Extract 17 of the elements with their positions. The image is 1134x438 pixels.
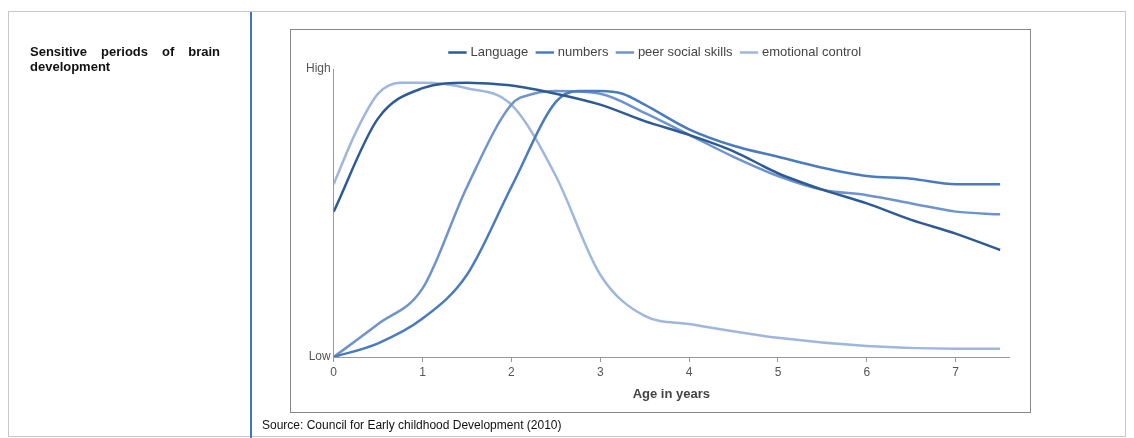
x-tick-label: 4 <box>685 364 693 379</box>
x-axis-title: Age in years <box>632 385 710 401</box>
legend-label: emotional control <box>762 44 862 60</box>
text: High <box>305 61 331 76</box>
text: Low <box>308 349 332 364</box>
legend-label: Language <box>470 44 529 60</box>
x-tick-label: 6 <box>863 364 871 379</box>
x-tick-label: 3 <box>596 364 604 379</box>
x-tick-label: 7 <box>952 364 960 379</box>
source-note: Source: Council for Early childhood Development (2010) <box>262 418 562 432</box>
x-tick-label: 0 <box>330 364 338 379</box>
x-tick-label: 2 <box>508 364 516 379</box>
x-tick-label: 5 <box>774 364 782 379</box>
text: Sensitive periods of brain development <box>30 44 220 74</box>
x-tick-label: 1 <box>419 364 427 379</box>
legend-label: numbers <box>557 44 609 60</box>
legend-label: peer social skills <box>637 44 734 60</box>
